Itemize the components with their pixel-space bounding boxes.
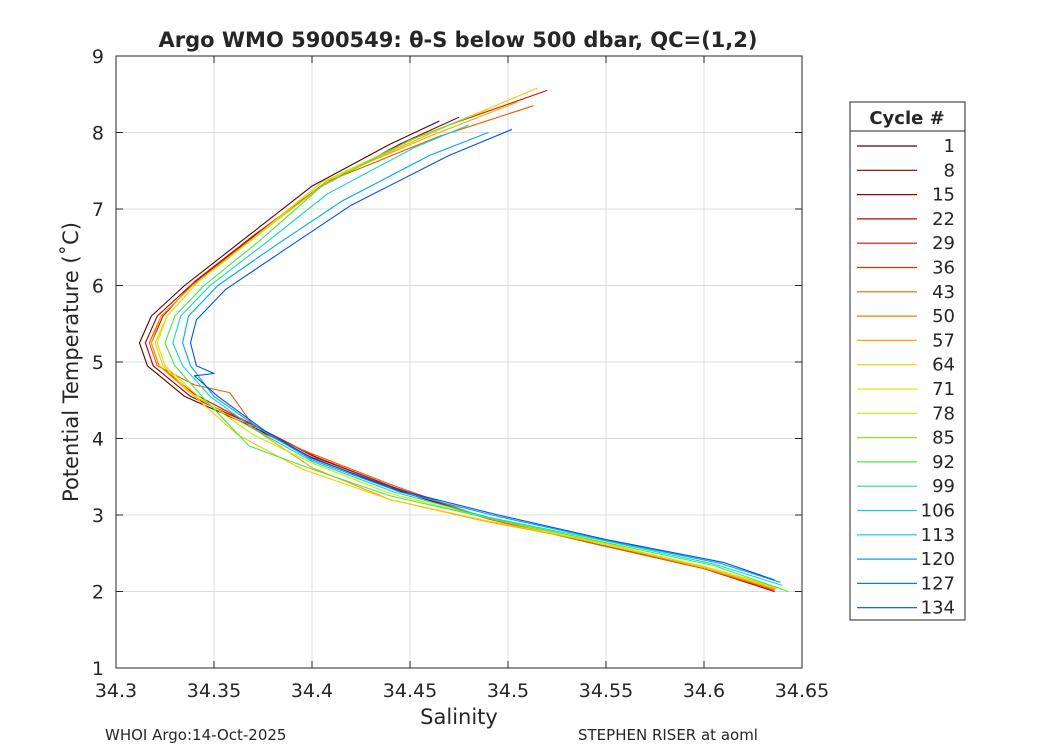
legend-entry: 99: [857, 476, 955, 497]
legend-label: 106: [921, 501, 955, 522]
y-tick-label: 6: [92, 276, 104, 298]
y-tick-labels: 1 2 3 4 5 6 7 8 9: [92, 46, 104, 680]
x-axis-label: Salinity: [420, 705, 498, 729]
legend-entry: 22: [857, 209, 955, 230]
y-tick-label: 8: [92, 123, 104, 145]
x-tick-label: 34.55: [579, 680, 633, 702]
legend-entry: 92: [857, 452, 955, 473]
footer-right: STEPHEN RISER at aoml: [578, 726, 758, 744]
legend-entry: 134: [857, 598, 955, 619]
legend-label: 43: [932, 282, 955, 303]
x-tick-label: 34.6: [683, 680, 725, 702]
legend-title: Cycle #: [869, 108, 944, 129]
legend-label: 57: [932, 330, 955, 351]
legend-entry: 127: [857, 573, 955, 594]
series-line-cycle-92: [164, 116, 789, 593]
x-tick-label: 34.4: [291, 680, 333, 702]
series-line-cycle-106: [172, 124, 783, 586]
legend: Cycle # 18152229364350576471788592991061…: [849, 101, 966, 621]
legend-label: 134: [921, 598, 955, 619]
legend-entry: 8: [857, 160, 955, 181]
legend-entry: 43: [857, 282, 955, 303]
legend-label: 8: [944, 160, 955, 181]
legend-entry: 78: [857, 403, 955, 424]
series-line-cycle-64: [154, 87, 777, 589]
x-tick-labels: 34.3 34.35 34.4 34.45 34.5 34.55 34.6 34.65: [95, 680, 829, 702]
legend-label: 15: [932, 185, 955, 206]
series-line-cycle-120: [182, 131, 781, 583]
y-tick-label: 5: [92, 352, 104, 374]
footer-left: WHOI Argo:14-Oct-2025: [105, 726, 286, 744]
legend-entry: 29: [857, 233, 955, 254]
series-line-cycle-134: [189, 128, 775, 581]
legend-box: [849, 101, 966, 621]
y-axis-label: Potential Temperature (˚C): [59, 222, 83, 502]
legend-label: 113: [921, 525, 955, 546]
series-lines: [138, 87, 789, 593]
x-tick-label: 34.65: [775, 680, 829, 702]
legend-entry: 120: [857, 549, 955, 570]
y-tick-label: 7: [92, 199, 104, 221]
legend-label: 71: [932, 379, 955, 400]
legend-label: 99: [932, 476, 955, 497]
y-tick-label: 3: [92, 505, 104, 527]
legend-entry: 50: [857, 306, 955, 327]
legend-label: 50: [932, 306, 955, 327]
y-tick-label: 9: [92, 46, 104, 68]
series-line-cycle-78: [156, 108, 779, 589]
legend-label: 92: [932, 452, 955, 473]
legend-entry: 64: [857, 355, 955, 376]
legend-label: 64: [932, 355, 955, 376]
x-tick-label: 34.5: [487, 680, 529, 702]
legend-entry: 113: [857, 525, 955, 546]
legend-entry: 1: [857, 136, 955, 157]
legend-label: 29: [932, 233, 955, 254]
legend-entry: 85: [857, 428, 955, 449]
tick-marks: [115, 55, 803, 669]
y-tick-label: 1: [92, 658, 104, 680]
x-tick-label: 34.45: [383, 680, 437, 702]
legend-label: 127: [921, 573, 955, 594]
legend-label: 85: [932, 428, 955, 449]
legend-label: 1: [944, 136, 955, 157]
x-tick-label: 34.35: [187, 680, 241, 702]
chart-title: Argo WMO 5900549: θ-S below 500 dbar, QC…: [159, 28, 758, 52]
legend-label: 36: [932, 258, 955, 279]
legend-entry: 106: [857, 501, 955, 522]
legend-label: 120: [921, 549, 955, 570]
y-tick-label: 2: [92, 582, 104, 604]
x-tick-label: 34.3: [95, 680, 137, 702]
legend-entry: 15: [857, 185, 955, 206]
legend-label: 22: [932, 209, 955, 230]
y-tick-label: 4: [92, 429, 104, 451]
legend-entry: 71: [857, 379, 955, 400]
legend-label: 78: [932, 403, 955, 424]
plot-area: 34.3 34.35 34.4 34.45 34.5 34.55 34.6 34.65 1 2 3…: [92, 46, 829, 702]
legend-entry: 57: [857, 330, 955, 351]
legend-entries: 1 8 15 22 29 36 43 50 57 64 71 78 85 92 99 106 113 120 127…: [857, 136, 955, 619]
legend-entry: 36: [857, 258, 955, 279]
